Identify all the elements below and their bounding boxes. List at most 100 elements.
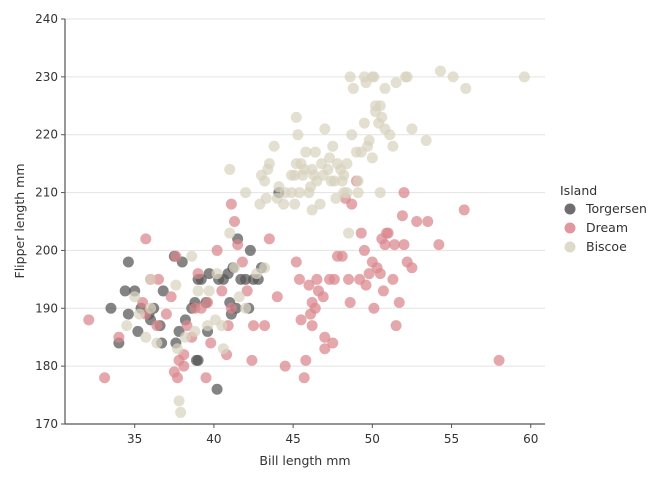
legend-marker-torgersen (564, 203, 576, 215)
point-biscoe (374, 187, 386, 199)
point-torgersen (157, 285, 169, 297)
point-dream (83, 314, 95, 326)
point-biscoe (420, 135, 432, 146)
point-biscoe (292, 129, 304, 141)
point-biscoe (314, 198, 326, 210)
point-dream (344, 297, 356, 308)
point-biscoe (216, 320, 228, 332)
y-tick-label: 240 (35, 12, 58, 26)
point-biscoe (368, 71, 380, 83)
point-dream (363, 268, 375, 280)
point-biscoe (179, 331, 191, 343)
point-dream (241, 285, 253, 297)
x-tick-label: 40 (206, 432, 221, 446)
y-tick-label: 230 (35, 70, 58, 84)
point-biscoe (308, 169, 320, 181)
point-biscoe (347, 82, 359, 94)
point-biscoe (319, 123, 331, 135)
point-dream (246, 354, 258, 366)
point-dream (406, 262, 418, 274)
point-biscoe (390, 77, 402, 89)
point-biscoe (262, 163, 274, 175)
point-biscoe (344, 71, 356, 83)
point-dream (458, 204, 470, 216)
point-dream (113, 331, 125, 343)
point-dream (200, 372, 212, 384)
point-biscoe (121, 320, 133, 332)
x-tick-label: 60 (523, 432, 538, 446)
point-biscoe (358, 117, 370, 129)
point-biscoe (376, 111, 388, 123)
point-biscoe (338, 169, 350, 181)
point-dream (377, 285, 389, 297)
point-biscoe (286, 169, 298, 181)
point-dream (290, 256, 302, 268)
point-biscoe (317, 169, 329, 181)
point-dream (411, 216, 423, 227)
point-biscoe (260, 192, 272, 204)
point-biscoe (346, 129, 358, 141)
data-points (83, 65, 530, 418)
point-biscoe (170, 279, 182, 291)
point-dream (422, 216, 434, 227)
point-dream (387, 273, 399, 285)
point-biscoe (327, 140, 339, 152)
point-dream (309, 302, 321, 314)
y-axis-label: Flipper length mm (12, 164, 27, 279)
legend-label-torgersen: Torgersen (585, 201, 647, 216)
x-tick-label: 35 (127, 432, 142, 446)
point-biscoe (211, 268, 223, 280)
point-dream (248, 320, 260, 332)
point-biscoe (309, 146, 321, 158)
point-torgersen (132, 325, 144, 337)
point-biscoe (224, 163, 236, 175)
y-tick-label: 170 (35, 417, 58, 431)
point-dream (171, 372, 183, 384)
point-biscoe (173, 395, 185, 407)
x-tick-label: 45 (285, 432, 300, 446)
x-tick-label: 50 (365, 432, 380, 446)
point-dream (303, 279, 315, 291)
point-torgersen (192, 354, 204, 366)
point-biscoe (343, 227, 355, 239)
point-dream (170, 250, 182, 262)
point-dream (151, 320, 163, 332)
point-dream (311, 273, 323, 285)
x-tick-label: 55 (444, 432, 459, 446)
point-biscoe (330, 192, 342, 204)
point-biscoe (268, 140, 280, 152)
point-dream (271, 291, 283, 303)
point-dream (279, 360, 291, 372)
point-biscoe (240, 187, 252, 199)
point-dream (433, 239, 445, 251)
point-biscoe (259, 175, 271, 187)
point-dream (99, 372, 111, 384)
point-dream (263, 233, 275, 245)
point-biscoe (518, 71, 530, 83)
point-biscoe (362, 140, 374, 152)
point-dream (398, 187, 410, 199)
point-dream (165, 291, 177, 303)
point-biscoe (145, 302, 157, 314)
point-dream (236, 256, 248, 268)
legend-title: Island (560, 183, 597, 198)
point-biscoe (229, 262, 241, 274)
point-biscoe (352, 187, 364, 199)
point-dream (358, 244, 370, 256)
point-dream (336, 250, 348, 262)
point-biscoe (217, 343, 229, 355)
point-dream (360, 279, 372, 291)
point-biscoe (233, 291, 245, 303)
point-torgersen (244, 244, 256, 256)
point-biscoe (447, 71, 459, 83)
point-biscoe (202, 320, 214, 332)
point-torgersen (119, 285, 131, 297)
point-dream (225, 302, 237, 314)
point-dream (295, 314, 307, 326)
point-dream (298, 372, 310, 384)
x-ticks: 35 40 45 50 55 60 (127, 424, 538, 446)
point-dream (300, 354, 312, 366)
point-dream (374, 268, 386, 280)
point-biscoe (273, 181, 285, 193)
point-biscoe (293, 187, 305, 199)
